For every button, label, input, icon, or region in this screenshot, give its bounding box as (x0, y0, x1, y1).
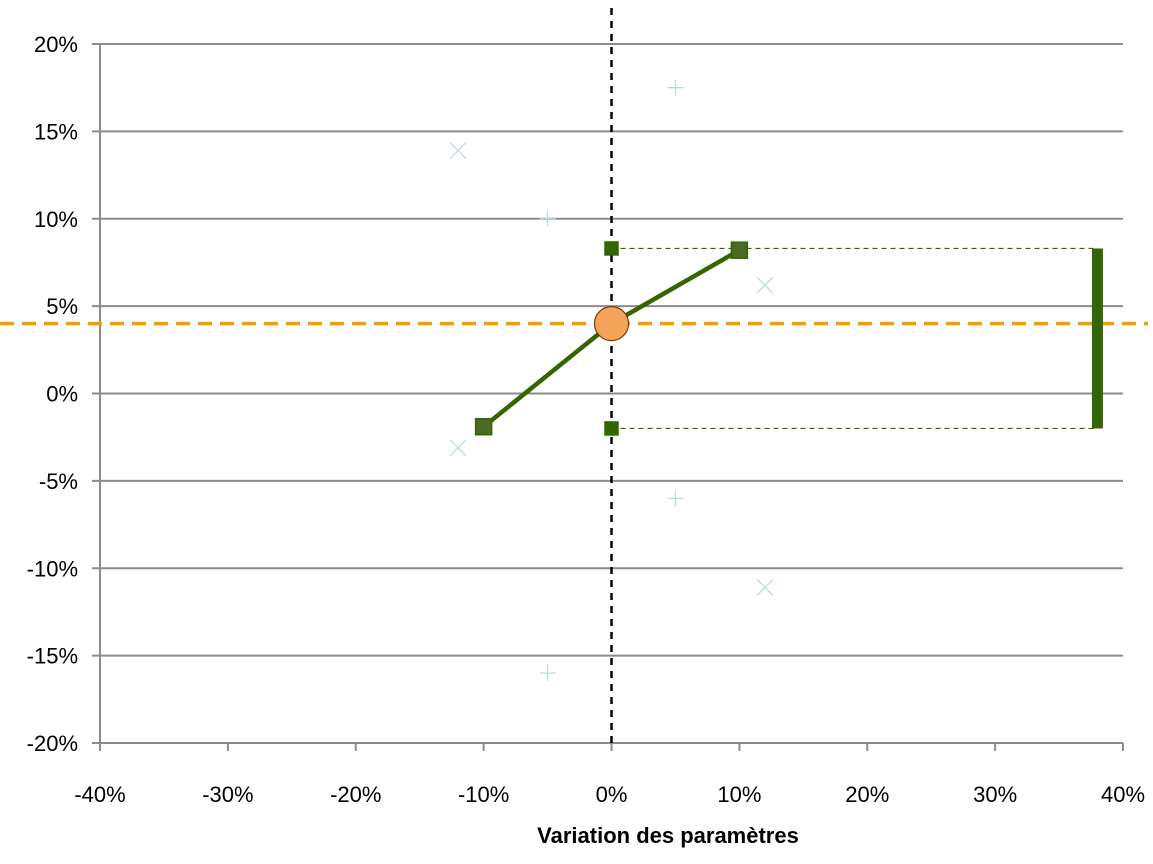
x-tick-label: 20% (845, 782, 889, 807)
square-point (730, 241, 749, 259)
cross-point-stroke (756, 579, 774, 596)
cross-point-stroke (449, 439, 467, 457)
x-axis-title: Variation des paramètres (537, 823, 799, 848)
cross-point (756, 579, 774, 596)
cross-point (449, 142, 467, 160)
base-point (593, 306, 630, 342)
cross-point (449, 439, 467, 457)
plus-point (539, 665, 556, 682)
x-tick-label: -10% (458, 782, 509, 807)
series-layer (449, 79, 1103, 682)
axis-layer (92, 43, 1124, 751)
y-tick-label: -15% (27, 644, 78, 669)
plus-point (667, 79, 684, 96)
y-tick-label: 20% (34, 32, 78, 57)
plus-point (539, 210, 556, 227)
y-tick-label: -5% (39, 469, 78, 494)
y-tick-label: 15% (34, 119, 78, 144)
y-tick-label: 0% (46, 382, 78, 407)
y-tick-label: -10% (27, 556, 78, 581)
x-tick-label: 10% (717, 782, 761, 807)
x-tick-label: 30% (973, 782, 1017, 807)
y-tick-label: 5% (46, 294, 78, 319)
x-tick-label: -20% (330, 782, 381, 807)
y-tick-label: 10% (34, 207, 78, 232)
cross-point-stroke (756, 276, 774, 294)
reference-lines (0, 8, 1148, 743)
x-tick-label: 0% (596, 782, 628, 807)
square-point (474, 417, 493, 436)
x-tick-label: -30% (202, 782, 253, 807)
square-point (604, 421, 619, 436)
square-point (604, 241, 619, 256)
plus-point (667, 490, 684, 507)
y-tick-label: -20% (27, 731, 78, 756)
x-tick-label: 40% (1101, 782, 1145, 807)
x-tick-label: -40% (74, 782, 125, 807)
cross-point (756, 276, 774, 294)
tick-labels: 20% 15% 10% 5% 0% -5% -10% -15% -20% -40% -30% -20%… (27, 32, 1145, 807)
cross-point-stroke (449, 142, 467, 160)
